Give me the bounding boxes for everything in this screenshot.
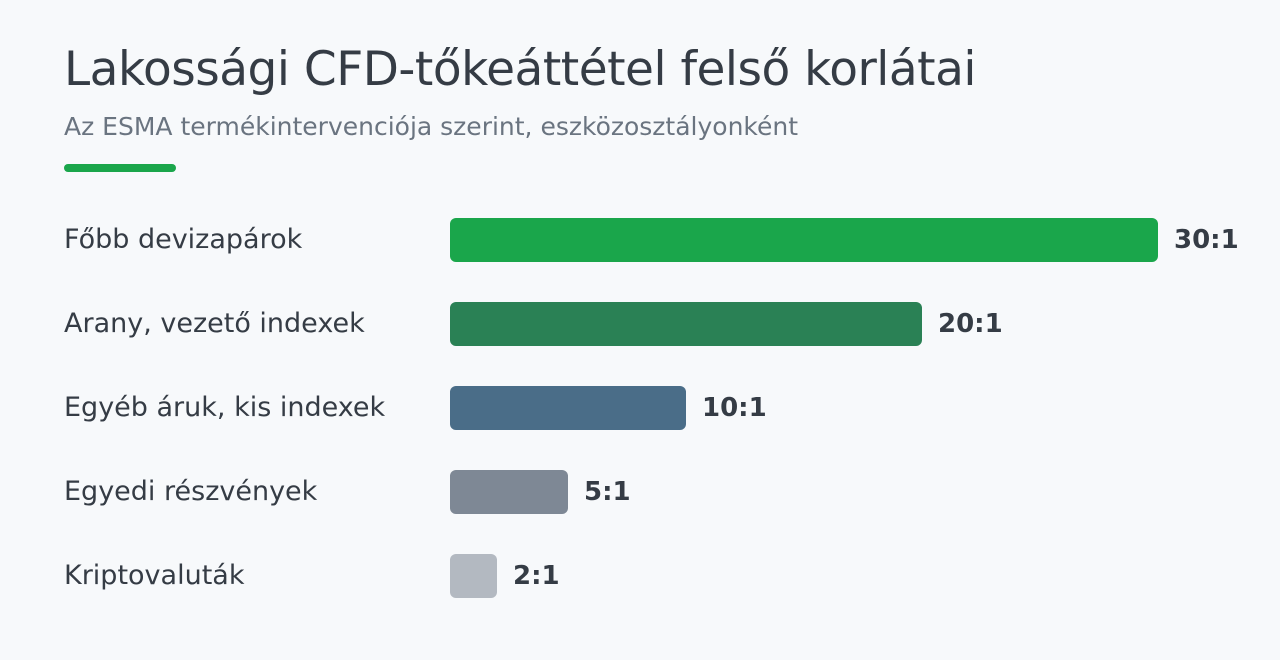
value-label: 20:1 (938, 309, 1003, 339)
title-accent-line (64, 164, 176, 172)
bar-row: Kriptovaluták 2:1 (0, 554, 1280, 598)
bar (450, 386, 686, 430)
bar-row: Egyéb áruk, kis indexek 10:1 (0, 386, 1280, 430)
bar-row: Egyedi részvények 5:1 (0, 470, 1280, 514)
bar (450, 554, 497, 598)
category-label: Kriptovaluták (64, 560, 245, 591)
value-label: 5:1 (584, 477, 631, 507)
bar (450, 470, 568, 514)
category-label: Egyéb áruk, kis indexek (64, 392, 386, 423)
value-label: 10:1 (702, 393, 767, 423)
bar (450, 218, 1158, 262)
bar-row: Főbb devizapárok 30:1 (0, 218, 1280, 262)
category-label: Arany, vezető indexek (64, 308, 365, 339)
bar (450, 302, 922, 346)
value-label: 2:1 (513, 561, 560, 591)
bar-row: Arany, vezető indexek 20:1 (0, 302, 1280, 346)
category-label: Főbb devizapárok (64, 224, 303, 255)
chart-subtitle: Az ESMA termékintervenciója szerint, esz… (64, 112, 799, 141)
value-label: 30:1 (1174, 225, 1239, 255)
category-label: Egyedi részvények (64, 476, 318, 507)
chart-title: Lakossági CFD-tőkeáttétel felső korlátai (64, 42, 976, 97)
